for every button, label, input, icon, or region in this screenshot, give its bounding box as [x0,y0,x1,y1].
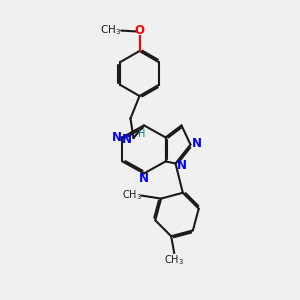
Text: O: O [134,23,145,37]
Text: H: H [138,129,146,140]
Text: N: N [122,133,132,146]
Text: CH$_3$: CH$_3$ [164,253,184,267]
Text: N: N [191,136,202,150]
Text: N: N [176,159,187,172]
Text: CH$_3$: CH$_3$ [122,189,142,202]
Text: N: N [112,131,122,144]
Text: N: N [138,172,148,185]
Text: CH$_3$: CH$_3$ [100,24,122,38]
